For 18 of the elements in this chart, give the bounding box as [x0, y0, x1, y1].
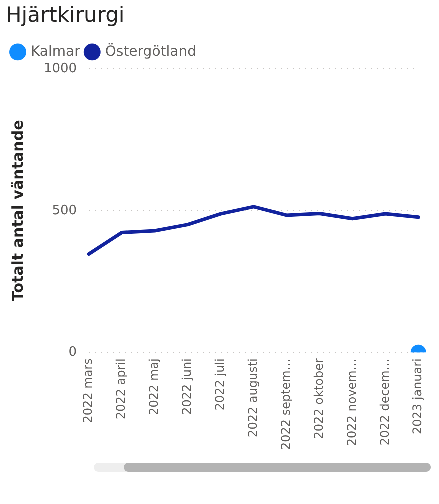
x-tick-label: 2022 septem…	[278, 358, 293, 450]
y-tick-label: 500	[52, 203, 78, 218]
x-tick-label: 2022 juni	[180, 358, 194, 415]
y-tick-label: 0	[68, 344, 78, 360]
legend-label: Kalmar	[31, 44, 81, 60]
x-tick-label: 2022 decem…	[378, 358, 392, 446]
legend-label: Östergötland	[105, 42, 196, 60]
chart-title: Hjärtkirurgi	[6, 3, 125, 28]
x-tick-label: 2023 januari	[410, 358, 425, 434]
x-tick-label: 2022 oktober	[312, 358, 326, 440]
x-tick-label: 2022 augusti	[246, 358, 260, 438]
x-tick-label: 2022 juli	[213, 358, 228, 411]
x-tick-label: 2022 mars	[81, 358, 96, 424]
y-axis-title: Totalt antal väntande	[8, 120, 27, 302]
x-tick-label: 2022 maj	[147, 358, 162, 416]
x-tick-label: 2022 april	[114, 358, 128, 420]
x-tick-label: 2022 novem…	[344, 358, 359, 446]
y-tick-label: 1000	[44, 62, 78, 77]
